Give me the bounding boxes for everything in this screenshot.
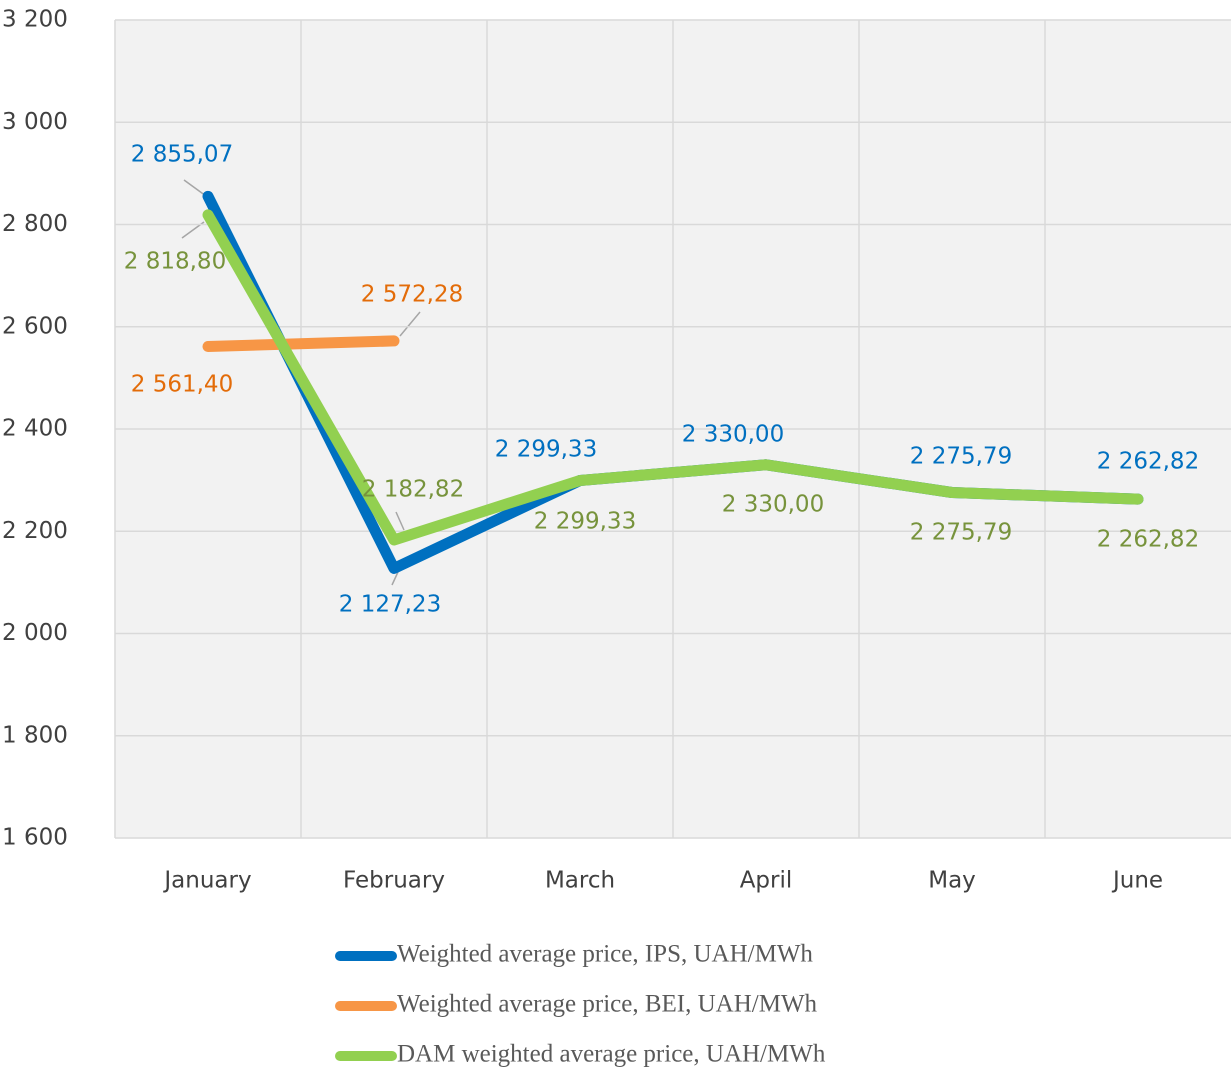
data-label: 2 299,33 (495, 437, 597, 463)
y-tick-label: 1 600 (2, 825, 68, 851)
x-tick-label: January (162, 868, 251, 894)
y-tick-label: 2 600 (2, 313, 68, 339)
y-tick-label: 2 800 (2, 211, 68, 237)
data-label: 2 127,23 (339, 592, 441, 618)
data-label: 2 182,82 (362, 477, 464, 503)
data-label: 2 275,79 (910, 520, 1012, 546)
leader-lines (181, 179, 421, 586)
x-tick-label: February (343, 868, 445, 894)
leader-line (395, 511, 405, 531)
data-label: 2 572,28 (361, 282, 463, 308)
data-label: 2 262,82 (1097, 449, 1199, 475)
data-label: 2 330,00 (682, 422, 784, 448)
legend-label: DAM weighted average price, UAH/MWh (397, 1041, 826, 1068)
legend-label: Weighted average price, IPS, UAH/MWh (397, 941, 813, 968)
data-label: 2 561,40 (131, 372, 233, 398)
leader-line (183, 179, 207, 197)
data-label: 2 330,00 (722, 492, 824, 518)
series-line (202, 335, 400, 352)
series-line (202, 209, 1144, 546)
y-tick-label: 3 200 (2, 7, 68, 33)
leader-line (399, 311, 421, 337)
data-label: 2 299,33 (534, 509, 636, 535)
data-label: 2 262,82 (1097, 527, 1199, 553)
data-label: 2 818,80 (124, 249, 226, 275)
y-tick-label: 3 000 (2, 109, 68, 135)
x-tick-label: April (740, 868, 793, 894)
y-tick-label: 1 800 (2, 722, 68, 748)
x-tick-label: May (928, 868, 976, 894)
data-label: 2 275,79 (910, 444, 1012, 470)
data-label: 2 855,07 (131, 142, 233, 168)
leader-line (391, 571, 399, 586)
x-tick-label: June (1111, 868, 1163, 894)
legend-label: Weighted average price, BEI, UAH/MWh (397, 991, 818, 1018)
x-tick-label: March (545, 868, 615, 894)
y-tick-label: 2 400 (2, 416, 68, 442)
y-tick-label: 2 200 (2, 518, 68, 544)
y-tick-label: 2 000 (2, 620, 68, 646)
